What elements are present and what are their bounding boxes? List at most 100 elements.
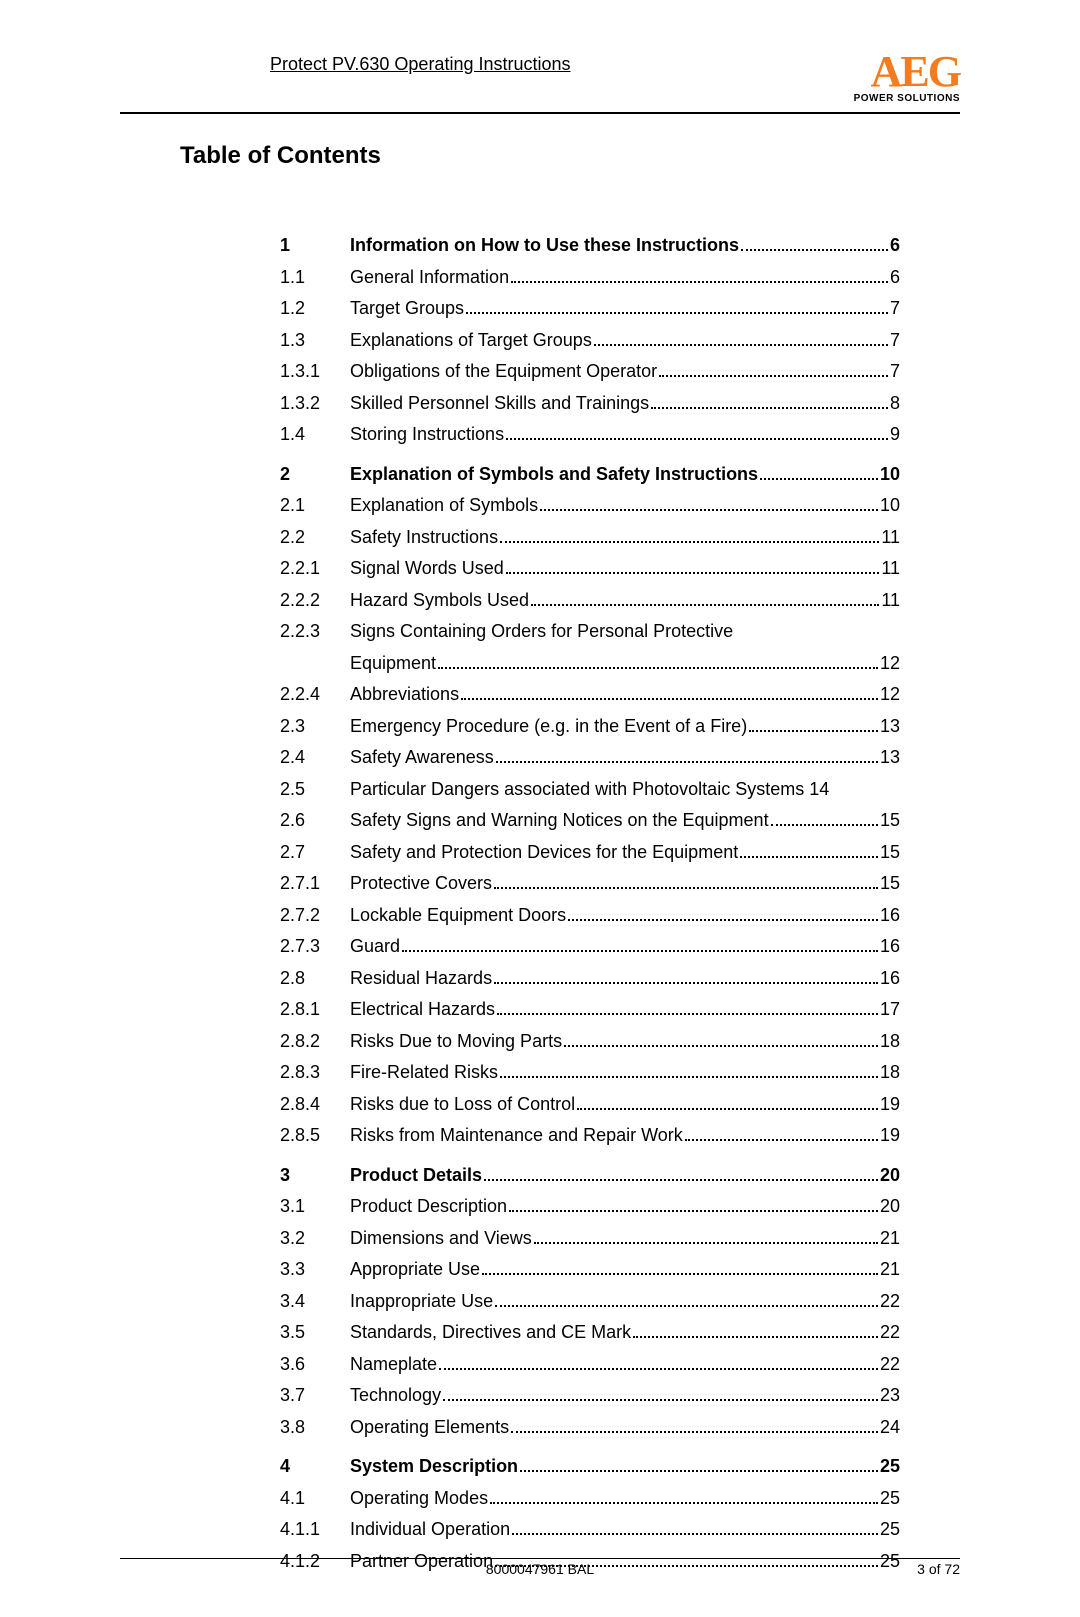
- toc-entry-page: 25: [880, 1483, 900, 1515]
- toc-entry-number: 2.3: [280, 711, 350, 743]
- toc-entry: 2.2.2Hazard Symbols Used11: [280, 585, 900, 617]
- toc-entry: 1.4Storing Instructions9: [280, 419, 900, 451]
- toc-entry-title: Protective Covers: [350, 868, 492, 900]
- toc-entry-title: Explanation of Symbols: [350, 490, 538, 522]
- toc-entry-number: 2.2: [280, 522, 350, 554]
- toc-leader-dots: [685, 1139, 878, 1141]
- toc-entry: 2.1Explanation of Symbols10: [280, 490, 900, 522]
- toc-entry-number: 4.1.1: [280, 1514, 350, 1546]
- toc-entry-page: 15: [880, 837, 900, 869]
- toc-entry-number: 1.2: [280, 293, 350, 325]
- toc-entry-title: Individual Operation: [350, 1514, 510, 1546]
- toc-entry: 3.7Technology23: [280, 1380, 900, 1412]
- toc-entry: 4.1Operating Modes25: [280, 1483, 900, 1515]
- toc-entry-number: 2.2.4: [280, 679, 350, 711]
- toc-entry-number: 1.1: [280, 262, 350, 294]
- toc-entry-number: 2.8.1: [280, 994, 350, 1026]
- toc-entry: 2Explanation of Symbols and Safety Instr…: [280, 459, 900, 491]
- toc-entry: 1.3.2Skilled Personnel Skills and Traini…: [280, 388, 900, 420]
- toc-leader-dots: [531, 604, 879, 606]
- toc-entry-number: 4: [280, 1451, 350, 1483]
- toc-leader-dots: [497, 1013, 878, 1015]
- toc-entry: 3.5Standards, Directives and CE Mark22: [280, 1317, 900, 1349]
- toc-heading: Table of Contents: [180, 142, 960, 170]
- toc-entry-page: 12: [880, 679, 900, 711]
- toc-entry-number: 1: [280, 230, 350, 262]
- toc-entry-page: 22: [880, 1317, 900, 1349]
- footer-page-number: 3 of 72: [917, 1561, 960, 1577]
- toc-entry-page: 6: [890, 230, 900, 262]
- toc-entry-title: Electrical Hazards: [350, 994, 495, 1026]
- toc-leader-dots: [760, 478, 878, 480]
- toc-leader-dots: [511, 281, 888, 283]
- toc-entry-page: 6: [890, 262, 900, 294]
- page-footer: 8000047961 BAL 3 of 72: [120, 1549, 960, 1577]
- toc-leader-dots: [749, 730, 878, 732]
- toc-entry-title: Target Groups: [350, 293, 464, 325]
- toc-entry-page: 10: [880, 459, 900, 491]
- toc-entry-number: 3.2: [280, 1223, 350, 1255]
- toc-entry: 3.4Inappropriate Use22: [280, 1286, 900, 1318]
- toc-leader-dots: [520, 1470, 878, 1472]
- toc-entry: 2.3Emergency Procedure (e.g. in the Even…: [280, 711, 900, 743]
- toc-entry-title: Product Description: [350, 1191, 507, 1223]
- document-page: Protect PV.630 Operating Instructions AE…: [0, 0, 1080, 1617]
- footer-rule: [120, 1549, 960, 1559]
- toc-entry-number: 1.3: [280, 325, 350, 357]
- toc-leader-dots: [494, 982, 878, 984]
- toc-entry: 4System Description25: [280, 1451, 900, 1483]
- toc-entry-number: 2.8.2: [280, 1026, 350, 1058]
- toc-entry: 1.3.1Obligations of the Equipment Operat…: [280, 356, 900, 388]
- toc-entry-page: 13: [880, 711, 900, 743]
- toc-entry-number: 4.1: [280, 1483, 350, 1515]
- toc-entry-page: 23: [880, 1380, 900, 1412]
- toc-leader-dots: [490, 1502, 878, 1504]
- toc-entry-page: 15: [880, 868, 900, 900]
- toc-entry-title: Guard: [350, 931, 400, 963]
- toc-entry-page: 17: [880, 994, 900, 1026]
- toc-entry-page: 16: [880, 900, 900, 932]
- toc-entry-title: Explanation of Symbols and Safety Instru…: [350, 459, 758, 491]
- toc-entry-number: 1.3.1: [280, 356, 350, 388]
- toc-entry-title: Lockable Equipment Doors: [350, 900, 566, 932]
- toc-entry-title: General Information: [350, 262, 509, 294]
- toc-entry-page: 16: [880, 931, 900, 963]
- toc-entry-page: 8: [890, 388, 900, 420]
- toc-entry-number: 3.1: [280, 1191, 350, 1223]
- toc-entry: 2.4Safety Awareness13: [280, 742, 900, 774]
- toc-entry: 2.7Safety and Protection Devices for the…: [280, 837, 900, 869]
- toc-leader-dots: [509, 1210, 878, 1212]
- toc-entry: 2.8.4Risks due to Loss of Control19: [280, 1089, 900, 1121]
- toc-leader-dots: [461, 698, 878, 700]
- toc-entry-title: Hazard Symbols Used: [350, 585, 529, 617]
- header-title: Protect PV.630 Operating Instructions: [270, 50, 571, 75]
- toc-entry-number: 1.4: [280, 419, 350, 451]
- toc-entry-title: Safety Instructions: [350, 522, 498, 554]
- toc-leader-dots: [506, 572, 880, 574]
- toc-entry: 2.7.3Guard16: [280, 931, 900, 963]
- toc-entry-number: 3.7: [280, 1380, 350, 1412]
- toc-entry-page: 19: [880, 1089, 900, 1121]
- toc-entry-title: Risks Due to Moving Parts: [350, 1026, 562, 1058]
- toc-entry-title: Residual Hazards: [350, 963, 492, 995]
- toc-entry-number: 2: [280, 459, 350, 491]
- toc-entry: 1Information on How to Use these Instruc…: [280, 230, 900, 262]
- toc-section-gap: [280, 1152, 900, 1160]
- toc-leader-dots: [438, 667, 878, 669]
- toc-leader-dots: [443, 1399, 878, 1401]
- toc-entry: 3.1Product Description20: [280, 1191, 900, 1223]
- toc-entry-title: Emergency Procedure (e.g. in the Event o…: [350, 711, 747, 743]
- toc-leader-dots: [500, 541, 879, 543]
- header-rule: [120, 112, 960, 114]
- page-header: Protect PV.630 Operating Instructions AE…: [120, 50, 960, 104]
- toc-leader-dots: [484, 1179, 878, 1181]
- toc-entry-number: 1.3.2: [280, 388, 350, 420]
- toc-entry-page: 14: [809, 774, 829, 806]
- toc-entry-number: 2.8.3: [280, 1057, 350, 1089]
- toc-leader-dots: [568, 919, 878, 921]
- toc-entry-number: 2.7.2: [280, 900, 350, 932]
- toc-entry-page: 13: [880, 742, 900, 774]
- toc-leader-dots: [659, 375, 888, 377]
- toc-entry-title: Obligations of the Equipment Operator: [350, 356, 657, 388]
- toc-entry-number: 2.1: [280, 490, 350, 522]
